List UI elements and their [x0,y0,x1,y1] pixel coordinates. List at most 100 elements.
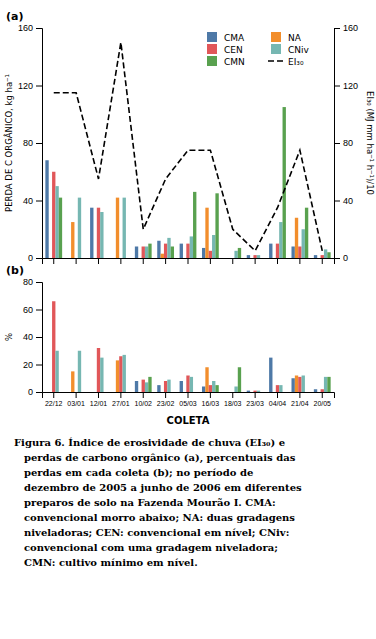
tick-mark [36,392,42,393]
bar [279,385,282,392]
tick: 160 [18,23,42,33]
tick [143,258,144,264]
bar [253,255,256,258]
legend-swatch [207,32,217,42]
tick-label: 120 [343,81,358,91]
y-axis: 04080120160 [18,23,43,263]
bar [161,254,164,258]
bar [314,389,317,392]
bar [224,392,227,393]
y-axis: 020406080 [23,277,43,397]
bar [68,392,71,393]
tick-mark [232,258,233,264]
caption-line: Figura 6. Índice de erosividade de chuva… [14,437,285,448]
caption: Figura 6. Índice de erosividade de chuva… [14,437,302,568]
bar [291,378,294,392]
tick: 80 [334,138,353,148]
bar [295,376,298,393]
bar-series [135,358,317,392]
tick [255,258,256,264]
tick-label: 23/02 [157,400,175,407]
bar [231,392,234,393]
bar [161,392,164,393]
bar [324,377,327,392]
bar [209,251,212,258]
bar [97,348,100,392]
bar [276,385,279,392]
tick: 21/04 [291,392,309,407]
bar [138,258,141,259]
tick: 120 [334,81,358,91]
bar [228,258,231,259]
tick-mark [255,392,256,398]
bar [272,392,275,393]
legend-swatch [271,44,281,54]
bar [74,258,77,259]
legend-item: CNiv [271,44,310,55]
bar [231,258,234,259]
bar [183,392,186,393]
bar [112,392,115,393]
tick-mark [210,258,211,264]
legend-item: CMN [207,56,245,67]
tick [188,258,189,264]
tick-label: 80 [343,138,353,148]
axis-line [36,283,43,393]
axis-line [43,393,335,399]
tick-label: 120 [18,81,33,91]
axis-line [335,29,341,259]
chart-svg: 0408012016004080120160(a)PERDA DE C ORGÂ… [0,0,376,639]
tick-mark [120,258,121,264]
tick-mark [334,201,340,202]
bar [190,377,193,392]
legend-label: NA [288,33,302,43]
bar [212,235,215,258]
bar [238,367,241,392]
tick-label: 160 [18,23,33,33]
bar [180,381,183,392]
bar-series [55,351,327,392]
caption-line: perdas de carbono orgânico (a), percentu… [24,452,296,464]
bar [100,212,103,258]
tick-mark [277,258,278,264]
bar [71,222,74,258]
bar [283,107,286,258]
bar [298,247,301,259]
line [54,42,323,250]
tick-label: 0 [343,253,348,263]
tick-mark [322,392,323,398]
tick-label: 20/05 [313,400,331,407]
panel-title: (a) [6,10,23,23]
axis-line [36,29,43,259]
bar [202,387,205,393]
legend-label: CNiv [288,45,310,55]
bar [93,258,96,259]
legend-label: EI₃₀ [288,57,304,67]
bar [305,208,308,258]
bar [135,381,138,392]
tick-mark [334,143,340,144]
bar [116,360,119,392]
bar [212,381,215,392]
tick: 03/01 [67,392,85,407]
y2-axis: 04080120160 [334,23,358,263]
bar [142,247,145,259]
bar [59,392,62,393]
bar [116,198,119,258]
caption-line: perdas em cada coleta (b); no período de [24,467,253,478]
tick-mark [143,258,144,264]
tick: 18/03 [224,392,242,407]
bar [104,392,107,393]
bar [186,376,189,393]
tick-mark [98,392,99,398]
bar [234,251,237,258]
tick [210,258,211,264]
tick-label: 0 [28,253,33,263]
tick-label: 40 [23,196,33,206]
bar-series [148,367,330,392]
panel: 02040608022/1203/0112/0127/0110/0223/020… [4,264,335,426]
caption-line: CMN: cultivo mínimo em nível. [24,557,198,568]
legend-swatch [207,56,217,66]
tick: 10/02 [134,392,152,407]
tick-mark [165,258,166,264]
